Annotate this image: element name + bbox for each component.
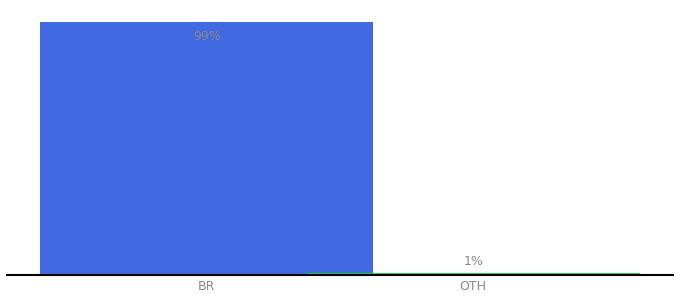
Text: 1%: 1% (463, 254, 483, 268)
Bar (40, 22, 373, 275)
Bar (307, 273, 640, 275)
Text: 99%: 99% (193, 30, 220, 43)
